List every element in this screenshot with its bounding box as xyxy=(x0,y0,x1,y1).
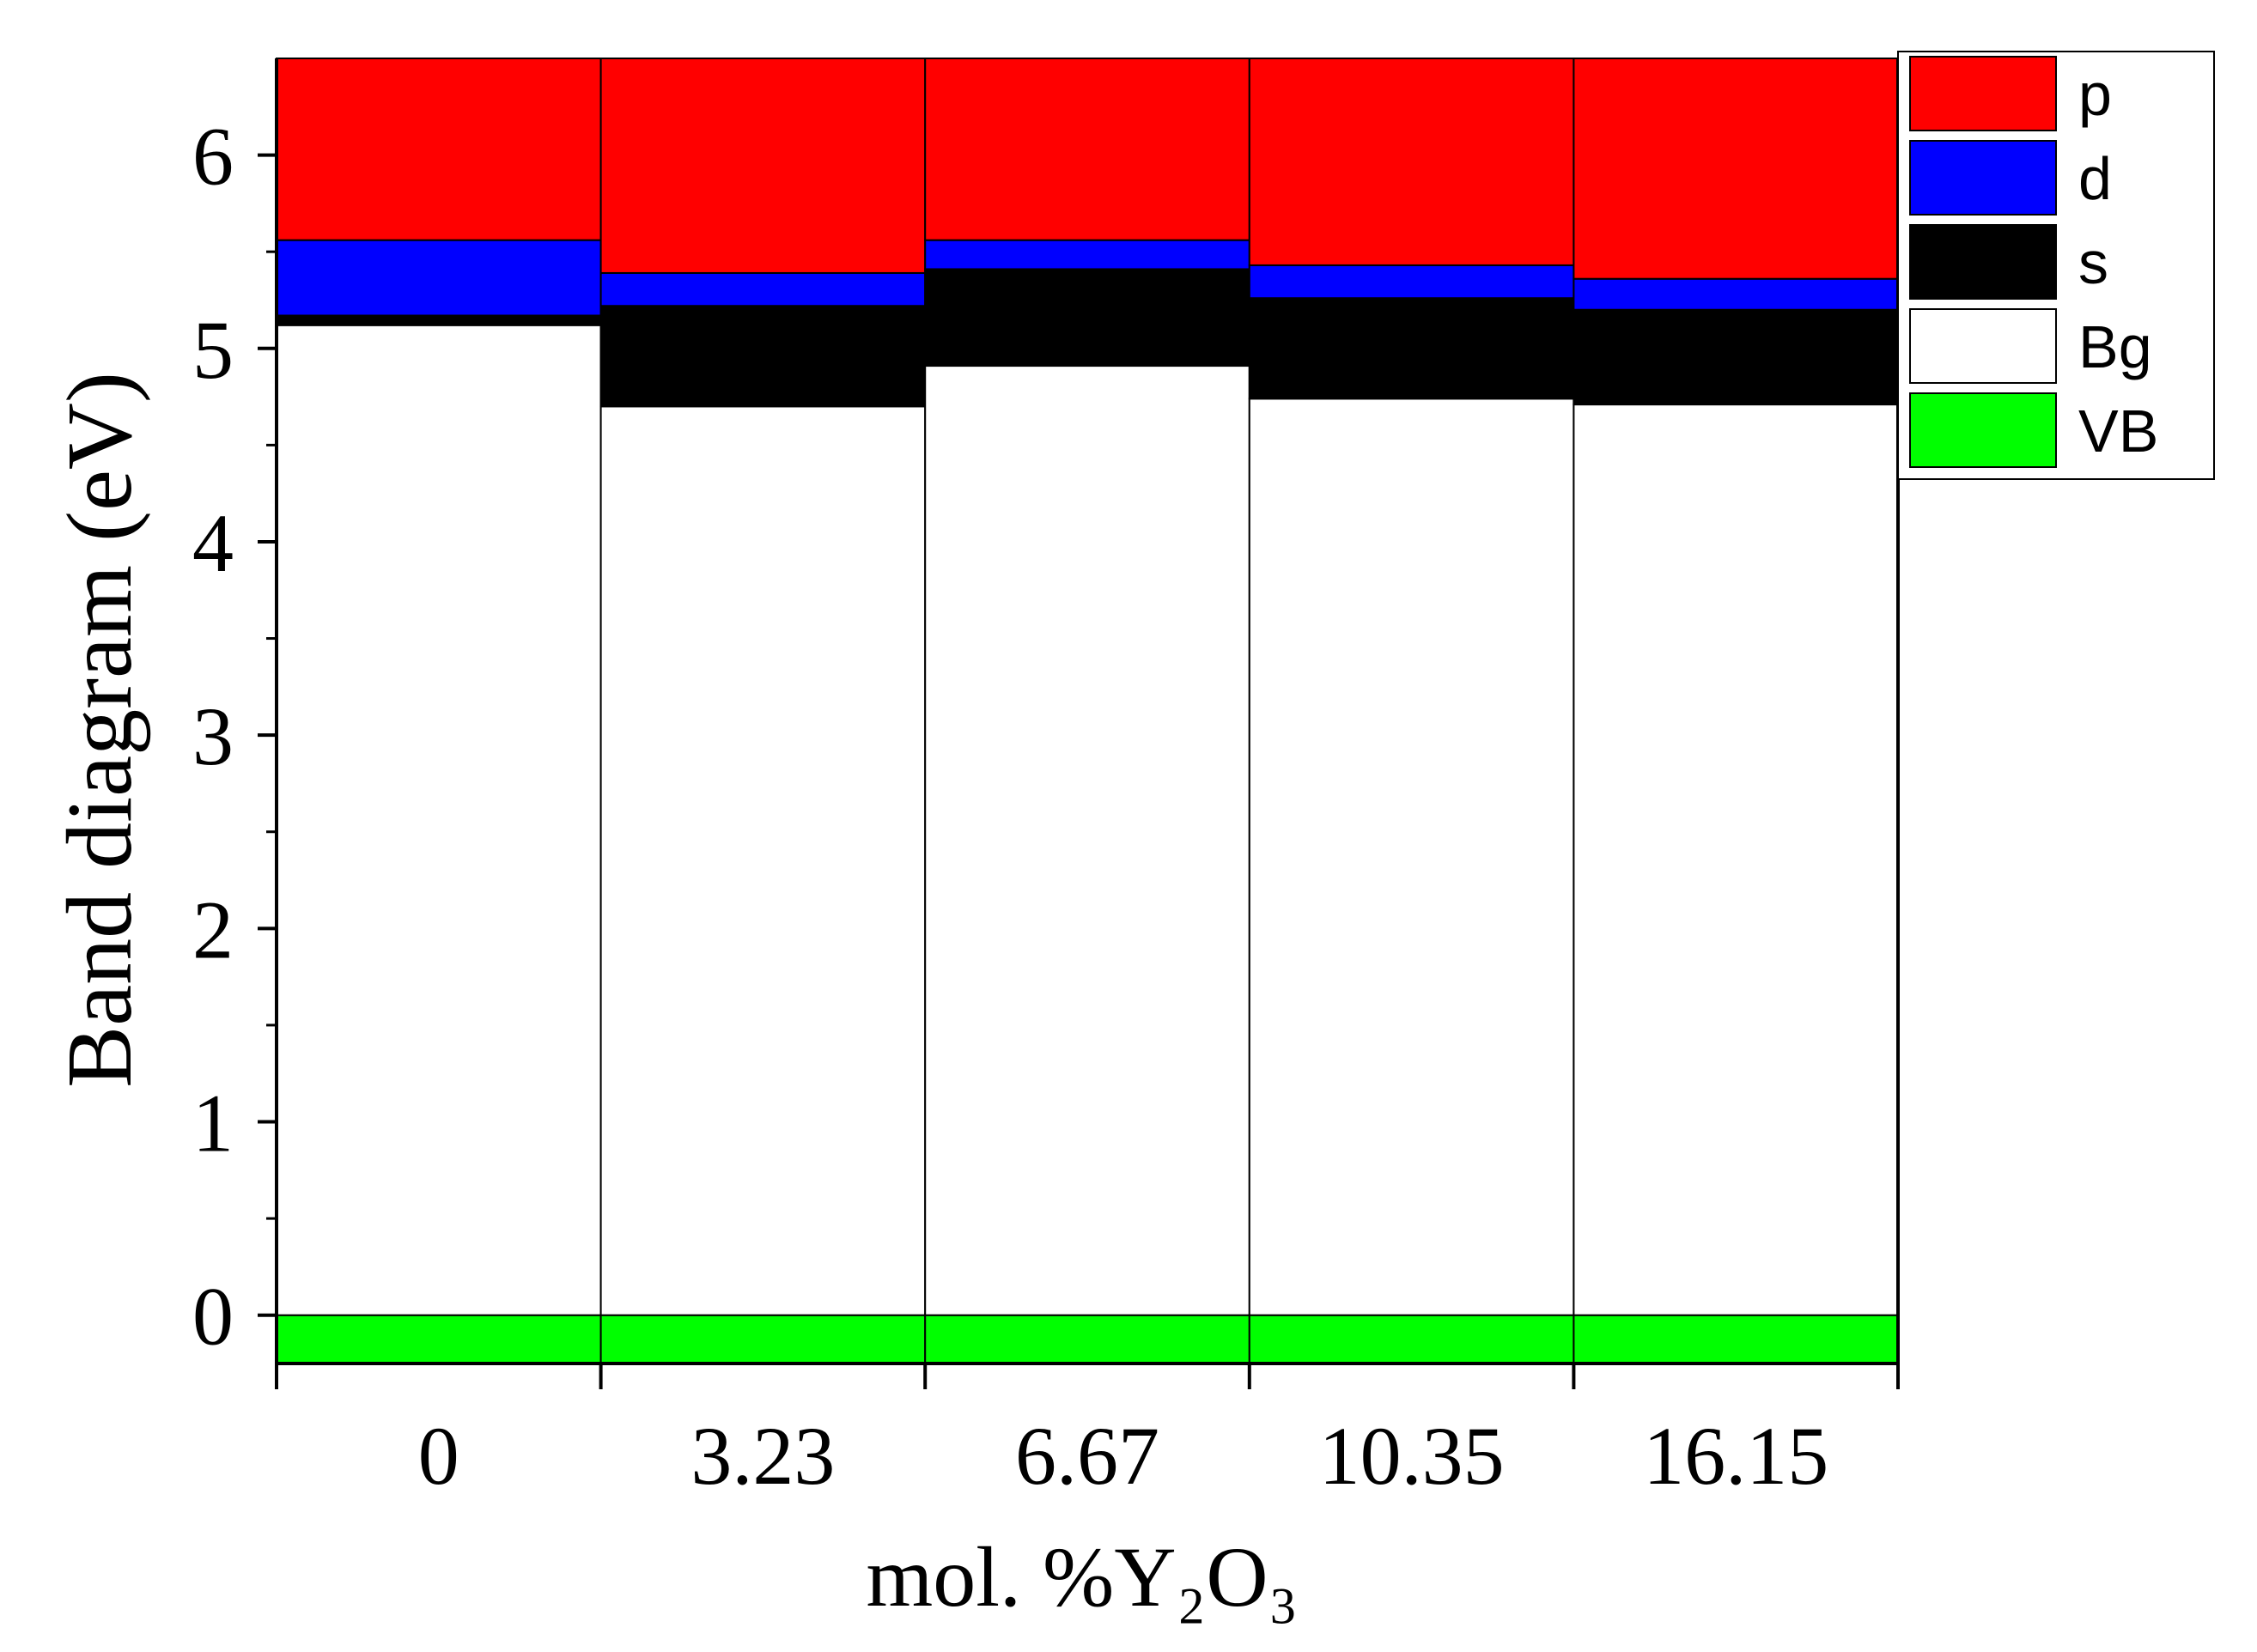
bar-d-0 xyxy=(276,239,602,317)
bar-vb-4 xyxy=(1573,1314,1900,1365)
y-tick-label-6: 6 xyxy=(192,111,234,203)
bar-p-1 xyxy=(599,58,927,274)
bar-d-2 xyxy=(924,239,1250,270)
y-tick-label-0: 0 xyxy=(192,1271,234,1363)
legend-swatch-d xyxy=(1909,140,2057,216)
bar-s-4 xyxy=(1573,308,1900,406)
legend-label-s: s xyxy=(2078,229,2108,296)
bar-bg-3 xyxy=(1248,398,1575,1316)
bar-s-2 xyxy=(924,268,1250,367)
bar-p-3 xyxy=(1248,58,1575,266)
bar-vb-3 xyxy=(1248,1314,1575,1365)
legend-label-p: p xyxy=(2078,61,2112,128)
bar-s-0 xyxy=(276,314,602,326)
legend-label-d: d xyxy=(2078,145,2112,212)
bar-s-3 xyxy=(1248,297,1575,400)
bar-s-1 xyxy=(599,305,927,408)
x-tick-label-3: 10.35 xyxy=(1319,1410,1505,1502)
legend-swatch-vb xyxy=(1909,392,2057,468)
bar-d-4 xyxy=(1573,277,1900,311)
bar-vb-2 xyxy=(924,1314,1250,1365)
x-tick-label-0: 0 xyxy=(418,1410,459,1502)
legend-swatch-s xyxy=(1909,224,2057,300)
y-tick-label-2: 2 xyxy=(192,884,234,975)
legend-label-vb: VB xyxy=(2078,398,2158,465)
y-axis-label: Band diagram (eV) xyxy=(49,372,151,1088)
x-axis-label: mol. %Y₂O₃ xyxy=(866,1529,1298,1625)
bar-d-3 xyxy=(1248,264,1575,300)
bar-d-1 xyxy=(599,271,927,307)
y-tick-label-3: 3 xyxy=(192,690,234,782)
bar-bg-2 xyxy=(924,365,1250,1316)
bar-p-0 xyxy=(276,58,602,241)
bar-vb-1 xyxy=(599,1314,927,1365)
y-tick-label-4: 4 xyxy=(192,497,234,589)
bars-layer xyxy=(276,58,1900,1365)
x-tick-label-1: 3.23 xyxy=(690,1410,835,1502)
axes-layer: 0 1 2 3 4 5 6 0 3.23 6.67 10.35 16.15 xyxy=(192,58,1900,1502)
y-tick-label-5: 5 xyxy=(192,304,234,396)
bar-bg-4 xyxy=(1573,404,1900,1316)
x-tick-label-2: 6.67 xyxy=(1015,1410,1159,1502)
bar-bg-0 xyxy=(276,324,602,1316)
bar-p-2 xyxy=(924,58,1250,241)
bar-vb-0 xyxy=(276,1314,602,1365)
legend-label-bg: Bg xyxy=(2078,313,2152,380)
bar-p-4 xyxy=(1573,58,1900,280)
legend-swatch-p xyxy=(1909,56,2057,131)
y-tick-label-1: 1 xyxy=(192,1078,234,1169)
x-tick-label-4: 16.15 xyxy=(1643,1410,1828,1502)
bar-bg-1 xyxy=(599,405,927,1316)
legend-swatch-bg xyxy=(1909,308,2057,384)
legend: pds Bg VB xyxy=(1897,51,2215,480)
